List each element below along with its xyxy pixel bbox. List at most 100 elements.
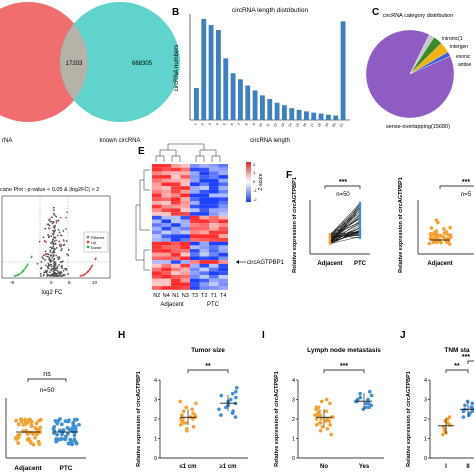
heatmap-cell — [180, 201, 190, 205]
paired-point-ptc — [358, 220, 362, 224]
heatmap-cell — [152, 164, 162, 168]
volcano-point — [47, 227, 50, 229]
volcano-point — [53, 214, 56, 217]
paired-line — [329, 236, 361, 244]
bar — [194, 87, 199, 120]
volcano-point — [55, 239, 57, 242]
panel-letter: J — [400, 330, 406, 341]
volcano-point — [48, 274, 51, 277]
volcano-point — [43, 271, 45, 274]
panel-c-letter: C — [372, 7, 379, 18]
panel-f2-dot — [441, 235, 446, 239]
heatmap-cell — [171, 245, 181, 250]
volcano-point — [53, 227, 56, 230]
panel-e-heatmap: E 2 1 0 -1 -2 Z-score circAGT — [135, 143, 285, 308]
heatmap-cell — [209, 260, 219, 264]
panel-g-dot — [28, 439, 33, 444]
heatmap-cell — [190, 252, 200, 257]
heatmap-cell — [190, 164, 200, 168]
heatmap-cell — [171, 234, 181, 238]
paired-line — [329, 233, 361, 238]
heatmap-cell — [152, 189, 162, 194]
panel-e-letter: E — [138, 146, 145, 157]
heatmap-cell — [190, 175, 200, 179]
volcano-point — [48, 258, 50, 261]
volcano-frame — [1, 195, 111, 279]
data-point — [324, 409, 329, 414]
heatmap-cell — [218, 278, 228, 283]
heatmap-cell — [209, 171, 219, 176]
volcano-point — [56, 234, 59, 237]
heatmap-cell — [190, 234, 200, 238]
panel-g-dot — [53, 419, 58, 423]
data-point — [194, 401, 198, 406]
heatmap-cell — [161, 278, 171, 283]
panel-d-volcano: cano Plot : p-value < 0.05 & |log2FC| > … — [0, 187, 111, 296]
volcano-point — [64, 267, 66, 270]
heatmap-cell — [199, 282, 209, 287]
heatmap-cell — [180, 226, 190, 231]
heatmap-cell — [218, 212, 228, 216]
volcano-point — [55, 247, 58, 249]
heatmap-cell — [209, 252, 219, 257]
sig-label: ** — [454, 363, 460, 370]
heatmap-cell — [190, 241, 200, 246]
panel-f-bracket — [324, 185, 361, 189]
data-point — [184, 405, 189, 410]
heatmap-cell — [190, 271, 200, 275]
data-point — [369, 393, 374, 398]
heatmap-cell — [152, 175, 162, 179]
volcano-point — [60, 248, 63, 250]
heatmap-cell — [161, 186, 171, 190]
paired-point-ptc — [358, 234, 362, 237]
volcano-point — [62, 274, 65, 277]
panel-g-dot — [56, 419, 61, 423]
paired-point-ptc — [358, 236, 362, 240]
y-tick-label: 2 — [154, 417, 157, 423]
heatmap-cell — [171, 178, 181, 183]
volcano-point — [55, 274, 58, 276]
heatmap-cell — [209, 249, 219, 253]
heatmap-cell — [161, 252, 171, 257]
heatmap-cell — [152, 278, 162, 283]
heatmap-column-label: N2 — [153, 293, 160, 299]
volcano-point — [47, 233, 49, 236]
volcano-point — [53, 249, 55, 252]
heatmap-cell — [152, 263, 162, 268]
volcano-point — [55, 220, 58, 222]
paired-line — [329, 234, 361, 239]
heatmap-cell — [161, 286, 171, 290]
heatmap-cell — [161, 260, 171, 264]
heatmap-cell — [152, 215, 162, 220]
paired-line — [329, 204, 361, 243]
volcano-point — [60, 243, 62, 246]
y-tick-label: 3 — [154, 398, 157, 404]
heatmap-cell — [171, 197, 181, 201]
legend-up: Up — [91, 240, 97, 245]
volcano-point — [57, 274, 60, 277]
volcano-point-up — [81, 274, 84, 277]
paired-point-adjacent — [328, 235, 332, 239]
data-point — [358, 391, 362, 396]
heatmap-cell — [199, 271, 209, 275]
volcano-point — [67, 248, 70, 251]
heatmap-cell — [152, 182, 162, 187]
volcano-title: cano Plot : p-value < 0.05 & |log2FC| > … — [0, 187, 99, 193]
volcano-point — [65, 240, 68, 242]
heatmap-cell — [152, 275, 162, 279]
paired-line — [329, 222, 361, 236]
bar — [238, 79, 243, 120]
volcano-point-up — [94, 257, 97, 260]
heatmap-cell — [190, 189, 200, 194]
heatmap-cell — [180, 241, 190, 246]
volcano-point — [45, 253, 48, 255]
heatmap-cell — [199, 197, 209, 201]
pie-title: circRNA category distribution — [383, 13, 454, 19]
data-point — [369, 403, 374, 408]
heatmap-cell — [171, 193, 181, 198]
panels-h-i-j: H Tumor size Relative expression of circAG… — [118, 330, 474, 470]
panel-f-paired: F Relative expression of circAGTPBP1 ***… — [286, 170, 474, 273]
data-point — [181, 421, 186, 425]
paired-point-ptc — [358, 228, 362, 232]
heatmap-cell — [161, 245, 171, 250]
